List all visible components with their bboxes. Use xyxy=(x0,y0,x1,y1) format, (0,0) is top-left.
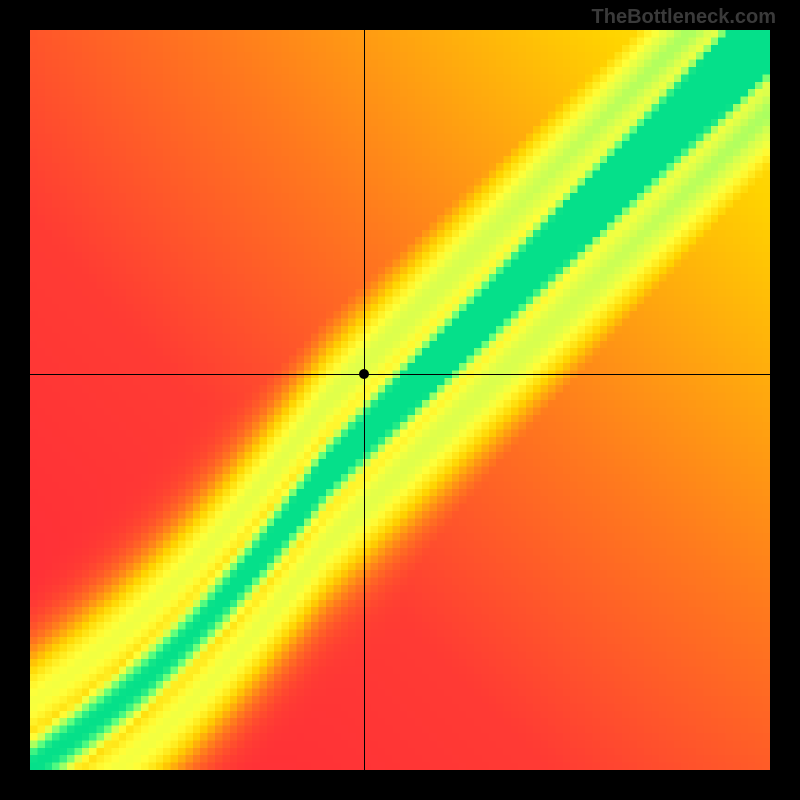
watermark-text: TheBottleneck.com xyxy=(592,6,776,29)
crosshair-vertical xyxy=(364,30,365,770)
heatmap-canvas xyxy=(30,30,770,770)
heatmap-plot xyxy=(30,30,770,770)
crosshair-horizontal xyxy=(30,374,770,375)
data-point-marker xyxy=(359,369,369,379)
